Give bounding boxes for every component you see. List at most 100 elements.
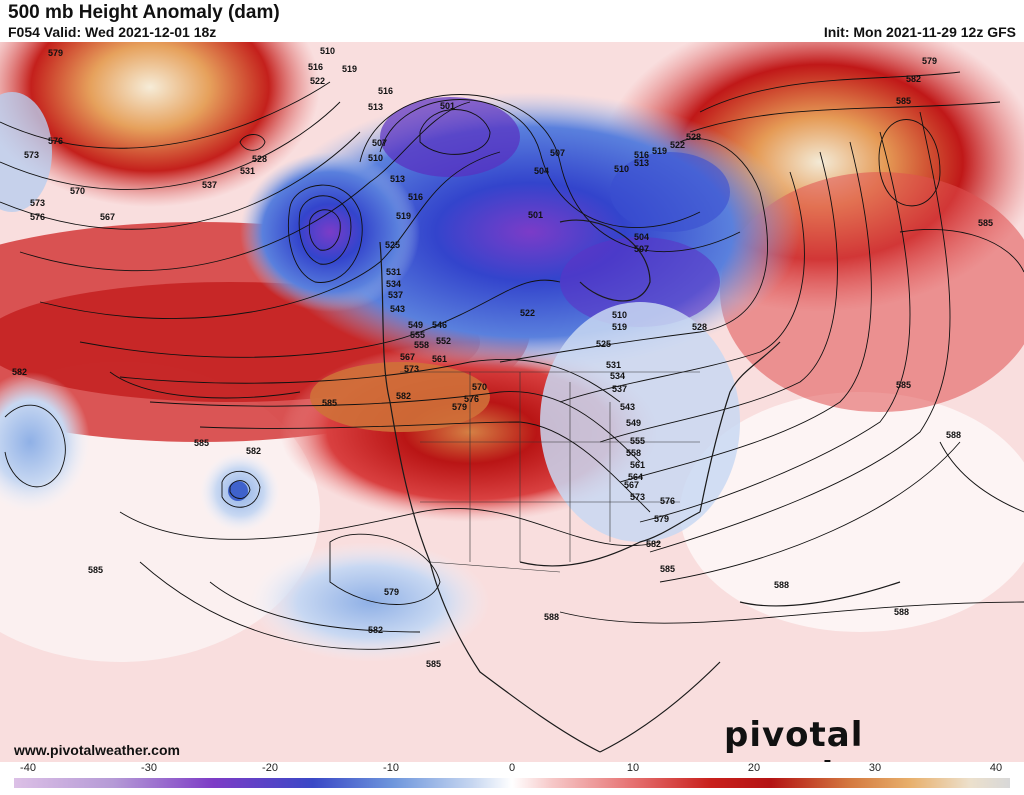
contour-label: 513: [368, 102, 383, 112]
contour-line: [39, 151, 501, 320]
contour-line: [419, 109, 491, 155]
contour-line: [209, 581, 421, 633]
colorbar-tick: 30: [868, 762, 882, 774]
contour-label: 510: [612, 310, 627, 320]
contour-label: 558: [626, 448, 641, 458]
contour-label: 582: [396, 391, 411, 401]
contour-label: 573: [404, 364, 419, 374]
contour-label: 582: [368, 625, 383, 635]
contour-label: 531: [386, 267, 401, 277]
contour-line: [308, 209, 341, 251]
coastlines: [379, 219, 901, 753]
contour-line: [899, 228, 1024, 273]
contour-line: [139, 561, 441, 650]
contour-label: 522: [670, 140, 685, 150]
contour-label: 546: [432, 320, 447, 330]
contour-label: 579: [48, 48, 63, 58]
cool-region-east-us: [540, 302, 740, 542]
contour-label: 573: [630, 492, 645, 502]
contour-label: 579: [922, 56, 937, 66]
contour-line: [229, 480, 251, 499]
contour-label: 567: [400, 352, 415, 362]
contour-label: 528: [692, 322, 707, 332]
contour-label: 585: [896, 96, 911, 106]
contour-line: [689, 101, 1001, 133]
contour-line: [221, 470, 261, 508]
contour-label: 522: [310, 76, 325, 86]
contour-label: 585: [194, 438, 209, 448]
contour-line: [329, 533, 441, 605]
contour-label: 582: [906, 74, 921, 84]
border-us-mexico: [429, 561, 561, 573]
contour-label: 561: [432, 354, 447, 364]
contour-label: 525: [385, 240, 400, 250]
contour-line: [379, 99, 701, 228]
contour-line: [0, 101, 341, 190]
contour-label: 531: [606, 360, 621, 370]
contour-line: [619, 141, 872, 483]
contour-line: [359, 94, 741, 252]
map-title: 500 mb Height Anomaly (dam): [8, 2, 280, 23]
contour-line: [659, 441, 961, 583]
contour-line: [109, 371, 301, 399]
contour-line: [19, 101, 471, 272]
contour-label: 570: [70, 186, 85, 196]
contour-label: 576: [464, 394, 479, 404]
state-borders: [400, 371, 700, 573]
contour-line: [79, 279, 561, 358]
contour-label: 588: [774, 580, 789, 590]
anomaly-map-svg: 579 576 573 570 567 573 576 528 531 537 …: [0, 42, 1024, 762]
contour-label: 537: [388, 290, 403, 300]
contour-label: 579: [654, 514, 669, 524]
contour-label: 543: [390, 304, 405, 314]
contour-label: 513: [390, 174, 405, 184]
cool-region-far-nw: [0, 92, 52, 212]
contour-label: 579: [452, 402, 467, 412]
contour-line: [149, 391, 641, 463]
contour-labels: 579 576 573 570 567 573 576 528 531 537 …: [12, 46, 993, 669]
contour-label: 549: [626, 418, 641, 428]
contour-label: 519: [652, 146, 667, 156]
contour-label: 585: [322, 398, 337, 408]
contour-label: 516: [308, 62, 323, 72]
contour-label: 507: [550, 148, 565, 158]
contour-label: 570: [472, 382, 487, 392]
header: 500 mb Height Anomaly (dam) F054 Valid: …: [0, 0, 1024, 42]
contour-label: 537: [202, 180, 217, 190]
contour-label: 519: [612, 322, 627, 332]
contour-line: [559, 601, 1024, 624]
contour-label: 585: [978, 218, 993, 228]
contour-label: 567: [624, 480, 639, 490]
contour-label: 585: [896, 380, 911, 390]
contour-label: 501: [440, 101, 455, 111]
contour-label: 573: [30, 198, 45, 208]
contour-line: [4, 404, 66, 488]
contour-label: 564: [628, 472, 643, 482]
contour-label: 543: [620, 402, 635, 412]
contour-label: 528: [686, 132, 701, 142]
contour-label: 585: [88, 565, 103, 575]
contour-label: 552: [436, 336, 451, 346]
contour-label: 573: [24, 150, 39, 160]
contour-label: 537: [612, 384, 627, 394]
coastline-gulf: [519, 511, 701, 567]
contour-line: [559, 171, 805, 403]
contour-label: 588: [894, 607, 909, 617]
contour-label: 501: [528, 210, 543, 220]
valid-time: F054 Valid: Wed 2021-12-01 18z: [8, 24, 217, 40]
contour-label: 525: [596, 339, 611, 349]
contour-label: 522: [520, 308, 535, 318]
contour-label: 513: [634, 158, 649, 168]
colorbar-tick: 10: [626, 762, 640, 774]
contour-line: [0, 131, 361, 230]
contour-label: 588: [544, 612, 559, 622]
contour-label: 516: [634, 150, 649, 160]
colorbar-tick: -20: [262, 762, 278, 774]
contour-label: 576: [30, 212, 45, 222]
contour-line: [699, 71, 961, 113]
colorbar-tick: -30: [141, 762, 157, 774]
low-baja: [250, 542, 490, 662]
init-time: Init: Mon 2021-11-29 12z GFS: [823, 24, 1016, 40]
colorbar-tick: -10: [383, 762, 399, 774]
contour-label: 510: [368, 153, 383, 163]
